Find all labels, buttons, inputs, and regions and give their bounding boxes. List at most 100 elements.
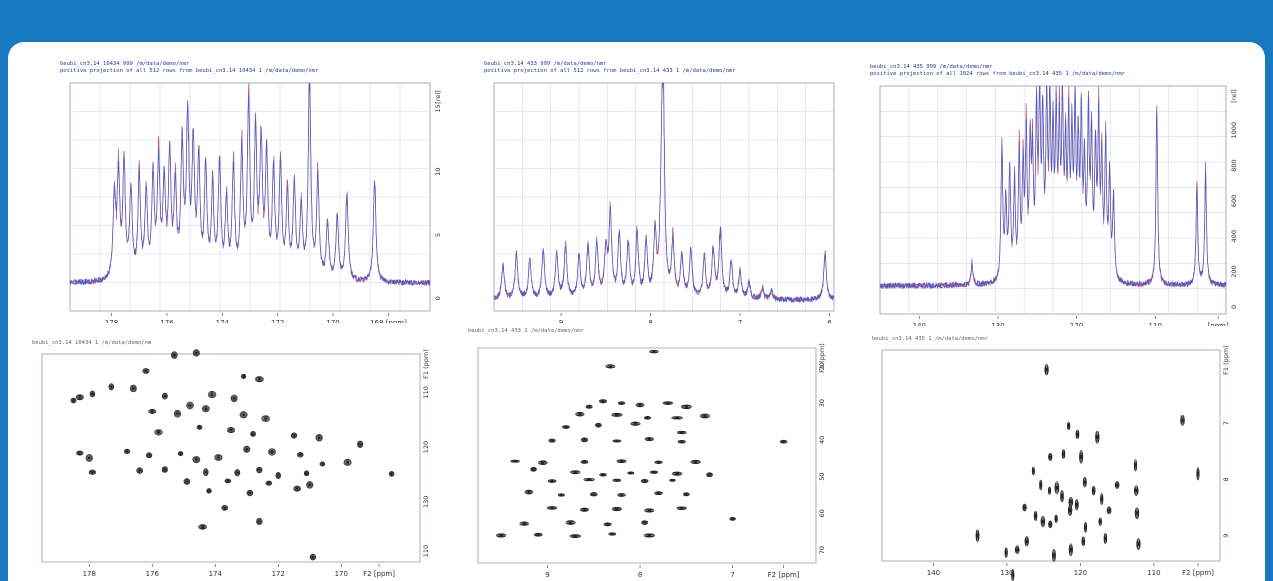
contour-ring — [298, 453, 303, 457]
contour-ring — [571, 535, 579, 538]
contour-ring — [586, 405, 592, 409]
cross-peak — [612, 478, 622, 482]
contour-ring — [204, 407, 208, 411]
contour-ring — [256, 518, 262, 525]
contour-ring — [1049, 522, 1052, 526]
contour-ring — [1115, 482, 1119, 488]
cross-peak — [1075, 429, 1080, 440]
cross-peak — [644, 508, 655, 513]
cross-peak — [546, 506, 558, 510]
contour-ring — [707, 473, 712, 477]
contour-ring — [665, 402, 670, 404]
contour-ring — [163, 468, 167, 471]
contour-ring — [1034, 514, 1037, 518]
contour-ring — [1023, 506, 1026, 510]
plot-frame — [477, 347, 817, 564]
cross-peak — [617, 493, 626, 497]
x-tick-label: F2 [ppm] — [1182, 569, 1214, 577]
contour-ring — [251, 432, 255, 436]
contour-ring — [268, 448, 276, 456]
cross-peak — [1196, 467, 1200, 481]
cross-peak — [1180, 414, 1185, 426]
cross-peak — [583, 478, 595, 482]
contour-ring — [674, 417, 680, 419]
contour-ring — [671, 479, 674, 482]
contour-ring — [672, 472, 682, 476]
cross-peak — [256, 466, 263, 474]
contour-ring — [646, 417, 649, 419]
contour-ring — [679, 507, 684, 510]
contour-ring — [1137, 541, 1140, 547]
contour-ring — [644, 437, 654, 442]
contour-ring — [568, 521, 573, 524]
contour-ring — [549, 438, 555, 443]
contour-ring — [276, 473, 280, 478]
contour-ring — [530, 466, 537, 472]
contour-ring — [605, 523, 611, 526]
contour-ring — [569, 534, 581, 539]
contour-ring — [1062, 451, 1065, 457]
contour-ring — [1135, 509, 1139, 517]
header-line-2: positive projection of all 512 rows from… — [60, 67, 319, 74]
cross-peak — [524, 489, 534, 495]
contour-ring — [390, 472, 393, 476]
contour-ring — [196, 424, 203, 430]
contour-ring — [208, 391, 216, 398]
contour-ring — [197, 425, 202, 430]
contour-ring — [1069, 498, 1073, 505]
cross-peak — [129, 384, 137, 393]
contour-ring — [244, 447, 249, 452]
series-line-projection-a — [879, 85, 1227, 290]
contour-ring — [1103, 534, 1107, 543]
plot-frame — [879, 85, 1227, 315]
contour-ring — [206, 488, 212, 494]
contour-ring — [573, 471, 578, 474]
cross-peak — [290, 432, 298, 439]
cross-peak — [343, 458, 352, 466]
contour-ring — [292, 434, 296, 437]
contour-ring — [641, 520, 648, 525]
contour-ring — [513, 460, 517, 462]
x-tick-label: 120 — [1074, 569, 1087, 577]
cross-peak — [640, 478, 649, 484]
contour-ring — [308, 483, 312, 487]
cross-peak — [246, 489, 254, 497]
contour-ring — [547, 506, 557, 510]
contour-ring — [1076, 431, 1079, 438]
contour-ring — [1107, 507, 1111, 514]
contour-ring — [175, 411, 180, 416]
contour-ring — [662, 401, 674, 405]
contour-ring — [600, 473, 606, 476]
contour-ring — [603, 522, 612, 527]
contour-ring — [635, 402, 645, 408]
contour-ring — [586, 478, 592, 481]
contour-ring — [316, 434, 323, 441]
x-tick-label: F2 [ppm] — [363, 570, 395, 578]
contour-ring — [701, 414, 708, 418]
contour-ring — [1060, 492, 1064, 500]
y-tick-label: 0 — [1230, 305, 1238, 309]
cross-peak — [161, 392, 168, 400]
contour-ring — [188, 403, 192, 407]
contour-ring — [186, 401, 194, 410]
contour-ring — [154, 429, 163, 436]
contour-ring — [258, 520, 261, 523]
contour-ring — [109, 384, 113, 389]
contour-ring — [534, 533, 542, 537]
contour-ring — [200, 525, 206, 529]
cross-peak — [196, 424, 203, 430]
cross-peak — [547, 479, 557, 483]
cross-peak — [319, 461, 326, 467]
contour-ring — [1041, 518, 1045, 525]
contour-ring — [162, 466, 168, 473]
contour-ring — [1098, 517, 1102, 526]
contour-ring — [644, 508, 655, 513]
contour-ring — [87, 455, 92, 461]
contour-ring — [389, 472, 394, 476]
contour-ring — [90, 391, 95, 396]
cross-peak — [88, 469, 97, 475]
contour-ring — [268, 449, 276, 455]
contour-ring — [656, 492, 661, 495]
contour-ring — [550, 439, 554, 442]
